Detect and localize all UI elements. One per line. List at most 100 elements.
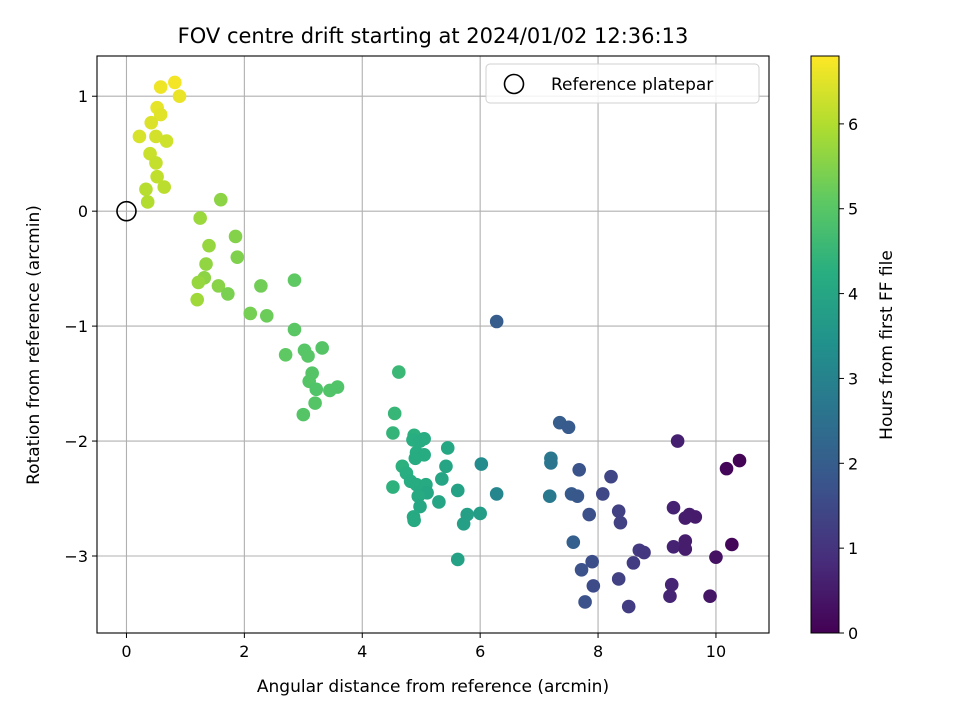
colorbar-tick-label: 4 bbox=[848, 285, 858, 304]
data-point bbox=[140, 195, 155, 209]
data-point bbox=[230, 250, 245, 264]
legend-open-circle-icon bbox=[503, 73, 525, 95]
data-point bbox=[323, 383, 337, 398]
colorbar-tick-label: 5 bbox=[848, 200, 858, 219]
data-point bbox=[157, 180, 171, 194]
data-point bbox=[172, 89, 187, 104]
data-point bbox=[604, 469, 618, 484]
data-point bbox=[132, 129, 147, 144]
data-point bbox=[439, 459, 453, 474]
data-point bbox=[190, 292, 205, 307]
data-point bbox=[570, 489, 585, 504]
y-axis-label: Rotation from reference (arcmin) bbox=[24, 205, 44, 485]
data-point bbox=[678, 542, 693, 556]
reference-platepar-marker bbox=[116, 200, 137, 222]
data-point bbox=[435, 472, 449, 486]
data-point bbox=[474, 457, 489, 471]
colorbar-tick-label: 1 bbox=[848, 539, 858, 558]
data-point bbox=[301, 349, 315, 363]
data-point bbox=[582, 507, 597, 522]
data-point bbox=[666, 500, 681, 515]
data-point bbox=[259, 308, 274, 323]
data-point bbox=[193, 211, 207, 225]
data-point bbox=[296, 407, 311, 422]
data-point bbox=[139, 182, 153, 197]
data-point bbox=[432, 495, 446, 509]
data-point bbox=[254, 279, 268, 293]
x-tick-label: 8 bbox=[593, 642, 603, 661]
data-point bbox=[243, 306, 258, 321]
data-point bbox=[572, 462, 586, 477]
data-points bbox=[132, 75, 747, 614]
legend-box bbox=[485, 63, 760, 104]
x-tick-label: 2 bbox=[239, 642, 249, 661]
data-point bbox=[688, 510, 703, 524]
colorbar-tick-label: 6 bbox=[848, 115, 858, 134]
data-point bbox=[386, 426, 400, 440]
data-point bbox=[663, 589, 677, 604]
y-tick-label: −3 bbox=[64, 547, 88, 566]
grid-lines bbox=[97, 56, 769, 633]
x-tick-label: 6 bbox=[475, 642, 485, 661]
chart-title: FOV centre drift starting at 2024/01/02 … bbox=[178, 24, 689, 48]
data-point bbox=[566, 535, 581, 549]
y-axis-ticks: −3 −2 −1 0 1 bbox=[64, 87, 97, 566]
data-point bbox=[709, 550, 723, 564]
data-point bbox=[585, 554, 599, 569]
data-point bbox=[168, 75, 182, 90]
y-tick-label: 1 bbox=[78, 87, 88, 106]
data-point bbox=[315, 341, 329, 355]
data-point bbox=[407, 513, 421, 528]
data-point bbox=[611, 572, 626, 586]
data-point bbox=[542, 489, 557, 504]
data-point bbox=[417, 431, 431, 446]
data-point bbox=[574, 562, 589, 577]
data-point bbox=[440, 441, 455, 455]
data-point bbox=[153, 80, 168, 94]
data-point bbox=[473, 506, 487, 521]
data-point bbox=[664, 577, 679, 592]
legend: Reference platepar bbox=[485, 63, 760, 104]
data-point bbox=[392, 365, 406, 379]
data-point bbox=[221, 287, 235, 301]
data-point bbox=[670, 434, 685, 448]
data-point bbox=[725, 537, 739, 552]
data-point bbox=[613, 515, 628, 530]
data-point bbox=[149, 129, 163, 144]
data-point bbox=[489, 487, 504, 501]
y-tick-label: 0 bbox=[78, 202, 88, 221]
colorbar-tick-label: 0 bbox=[848, 624, 858, 643]
data-point bbox=[450, 552, 465, 567]
data-point bbox=[544, 456, 558, 470]
data-point bbox=[308, 396, 322, 410]
data-point bbox=[586, 579, 601, 593]
data-point bbox=[159, 134, 174, 148]
data-point bbox=[228, 229, 243, 244]
colorbar-tick-label: 3 bbox=[848, 369, 858, 388]
data-point bbox=[144, 115, 159, 130]
colorbar-gradient bbox=[810, 55, 840, 634]
data-point bbox=[202, 238, 216, 253]
data-point bbox=[191, 275, 206, 290]
data-point bbox=[287, 273, 302, 287]
data-point bbox=[211, 279, 226, 293]
x-tick-label: 10 bbox=[706, 642, 726, 661]
data-point bbox=[456, 517, 471, 531]
legend-label: Reference platepar bbox=[551, 75, 713, 95]
data-point bbox=[309, 382, 324, 397]
data-point bbox=[595, 487, 610, 501]
colorbar-tick-label: 2 bbox=[848, 454, 858, 473]
data-point bbox=[387, 406, 402, 421]
data-point bbox=[150, 169, 164, 184]
data-point bbox=[287, 322, 302, 337]
data-point bbox=[411, 489, 426, 504]
data-point bbox=[732, 453, 747, 468]
data-point bbox=[611, 504, 626, 518]
data-point bbox=[278, 348, 293, 362]
data-point bbox=[678, 511, 693, 525]
colorbar: 0 1 2 3 4 5 6 Hours from first FF file bbox=[810, 55, 897, 643]
data-point bbox=[703, 589, 717, 604]
data-point bbox=[199, 257, 213, 271]
data-point bbox=[413, 499, 427, 514]
